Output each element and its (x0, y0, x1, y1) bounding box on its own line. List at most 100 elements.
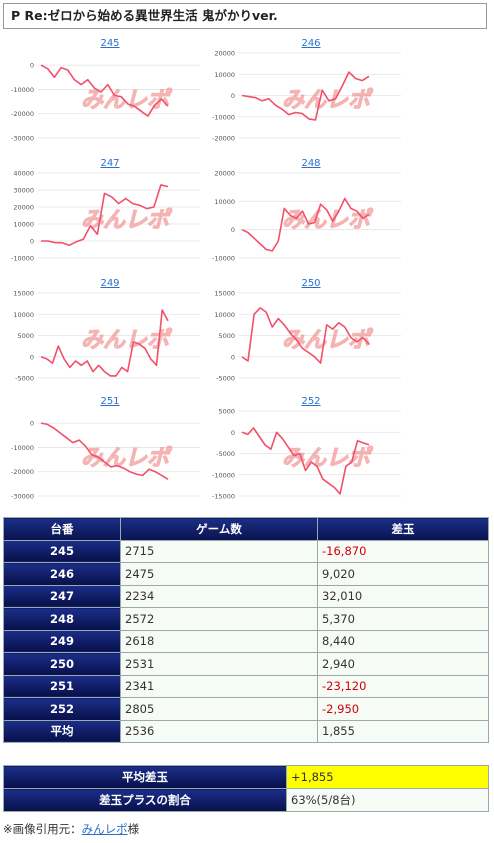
results-table: 台番 ゲーム数 差玉 245 2715 -16,870 246 2475 9,020 247… (3, 517, 489, 743)
row-machine: 249 (3, 629, 121, 653)
plus-ratio-value: 63%(5/8台) (286, 788, 489, 812)
series-line (40, 309, 169, 377)
y-tick-label: 30000 (13, 187, 34, 195)
plus-ratio-label: 差玉プラスの割合 (3, 788, 287, 812)
series-line (241, 197, 370, 252)
y-tick-label: 0 (231, 429, 235, 437)
row-games: 2715 (120, 539, 318, 563)
chart-title[interactable]: 248 (301, 158, 320, 169)
table-row: 250 2531 2,940 (3, 652, 489, 676)
table-row: 251 2341 -23,120 (3, 674, 489, 698)
source-prefix: ※画像引用元： (3, 822, 82, 836)
y-tick-label: 40000 (13, 170, 34, 178)
source-credit: ※画像引用元：みんレポ様 (3, 821, 139, 837)
table-row: 247 2234 32,010 (3, 584, 489, 608)
chart-250: 250 15000 10000 5000 0 -5000 みんレポ (211, 275, 411, 390)
row-games: 2531 (120, 652, 318, 676)
row-games: 2475 (120, 562, 318, 586)
chart-title[interactable]: 246 (301, 38, 320, 49)
series-line (40, 422, 169, 480)
y-tick-label: 10000 (13, 311, 34, 319)
watermark: みんレポ (81, 87, 173, 113)
row-games: 2618 (120, 629, 318, 653)
row-diff: -16,870 (317, 539, 489, 563)
y-tick-label: -5000 (15, 375, 34, 383)
chart-251: 251 0 -10000 -20000 -30000 みんレポ (10, 393, 210, 508)
row-games: 2805 (120, 697, 318, 721)
row-machine: 252 (3, 697, 121, 721)
table-row: 245 2715 -16,870 (3, 539, 489, 563)
table-header-row: 台番 ゲーム数 差玉 (3, 517, 489, 541)
row-machine: 250 (3, 652, 121, 676)
chart-title[interactable]: 249 (100, 278, 119, 289)
y-tick-label: -10000 (212, 113, 235, 121)
row-machine: 248 (3, 607, 121, 631)
page-title: P Re:ゼロから始める異世界生活 鬼がかりver. (3, 3, 487, 29)
y-tick-label: 10000 (214, 71, 235, 79)
series-line (241, 427, 370, 495)
table-row: 246 2475 9,020 (3, 562, 489, 586)
y-tick-label: -10000 (11, 444, 34, 452)
y-tick-label: 20000 (13, 204, 34, 212)
series-line (41, 184, 169, 247)
row-machine: 平均 (3, 719, 121, 743)
watermark: みんレポ (81, 445, 173, 471)
y-tick-label: 0 (231, 226, 235, 234)
y-tick-label: 0 (231, 92, 235, 100)
chart-title[interactable]: 245 (100, 38, 119, 49)
row-diff: 9,020 (317, 562, 489, 586)
y-tick-label: 15000 (214, 290, 235, 298)
y-tick-label: 20000 (214, 170, 235, 178)
row-diff: -23,120 (317, 674, 489, 698)
y-tick-label: -5000 (216, 450, 235, 458)
source-suffix: 様 (127, 822, 140, 836)
y-tick-label: -20000 (212, 135, 235, 143)
y-tick-label: -20000 (11, 110, 34, 118)
y-tick-label: -15000 (212, 493, 235, 501)
summary-avg-row: 平均差玉 +1,855 (3, 765, 489, 789)
y-tick-label: 5000 (17, 332, 34, 340)
avg-diff-label: 平均差玉 (3, 765, 287, 789)
summary-table: 平均差玉 +1,855 差玉プラスの割合 63%(5/8台) (3, 765, 489, 812)
chart-svg: 247 40000 30000 20000 10000 0 -10000 みんレポ (11, 158, 200, 263)
y-tick-label: -5000 (216, 375, 235, 383)
chart-248: 248 20000 10000 0 -10000 みんレポ (211, 155, 411, 270)
chart-title[interactable]: 247 (100, 158, 119, 169)
chart-title[interactable]: 252 (301, 396, 320, 407)
series-line (241, 307, 370, 364)
row-games: 2234 (120, 584, 318, 608)
chart-249: 249 15000 10000 5000 0 -5000 みんレポ (10, 275, 210, 390)
row-diff: 5,370 (317, 607, 489, 631)
y-tick-label: -10000 (11, 255, 34, 263)
source-link[interactable]: みんレポ (81, 822, 128, 836)
chart-title[interactable]: 251 (100, 396, 119, 407)
y-tick-label: 5000 (218, 408, 235, 416)
y-tick-label: 0 (30, 62, 34, 70)
row-games: 2536 (120, 719, 318, 743)
header-machine: 台番 (3, 517, 121, 541)
y-tick-label: 0 (30, 353, 34, 361)
chart-svg: 252 5000 0 -5000 -10000 -15000 みんレポ (212, 396, 401, 501)
series-line (40, 64, 169, 117)
chart-247: 247 40000 30000 20000 10000 0 -10000 みんレポ (10, 155, 210, 270)
row-diff: 2,940 (317, 652, 489, 676)
y-tick-label: 10000 (214, 311, 235, 319)
header-diff: 差玉 (317, 517, 489, 541)
y-tick-label: -10000 (11, 86, 34, 94)
y-tick-label: 20000 (214, 50, 235, 58)
avg-diff-value: +1,855 (286, 765, 489, 789)
y-tick-label: 5000 (218, 332, 235, 340)
row-games: 2341 (120, 674, 318, 698)
y-tick-label: 10000 (214, 198, 235, 206)
watermark: みんレポ (282, 445, 374, 471)
chart-252: 252 5000 0 -5000 -10000 -15000 みんレポ (211, 393, 411, 508)
chart-title[interactable]: 250 (301, 278, 320, 289)
row-diff: 32,010 (317, 584, 489, 608)
y-tick-label: -10000 (212, 471, 235, 479)
row-machine: 246 (3, 562, 121, 586)
watermark: みんレポ (81, 207, 173, 233)
y-tick-label: 15000 (13, 290, 34, 298)
row-machine: 247 (3, 584, 121, 608)
